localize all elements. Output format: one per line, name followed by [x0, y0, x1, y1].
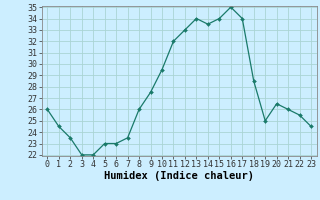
X-axis label: Humidex (Indice chaleur): Humidex (Indice chaleur): [104, 171, 254, 181]
